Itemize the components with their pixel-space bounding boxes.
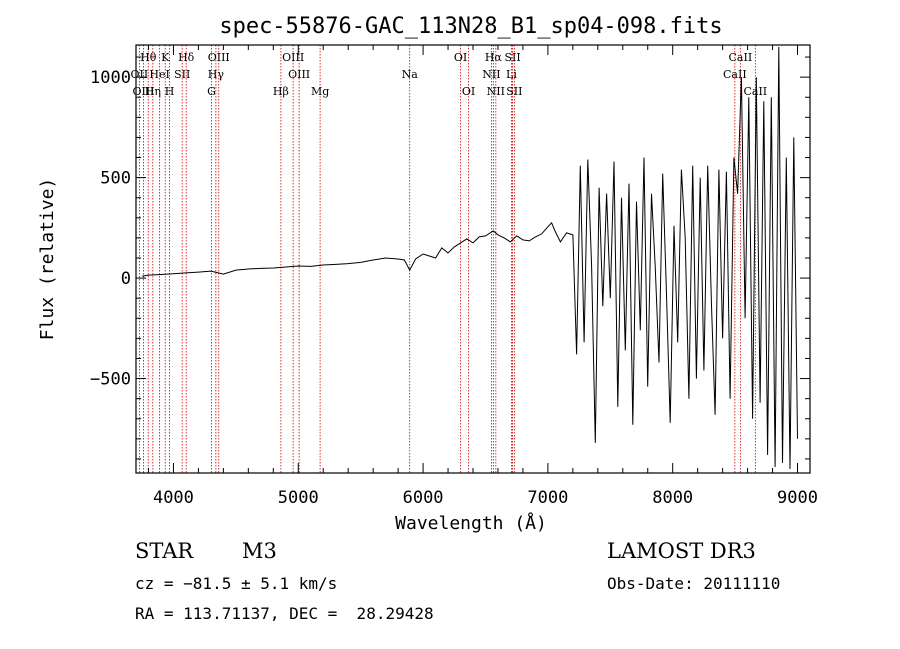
line-marker-label: OIII (282, 51, 304, 64)
x-axis-label: Wavelength (Å) (395, 512, 547, 534)
line-marker-label: NII (482, 68, 500, 81)
y-tick-label: 0 (121, 269, 131, 289)
line-marker-label: Hγ (208, 68, 225, 81)
line-marker-label: CaII (723, 68, 747, 81)
y-axis-label: Flux (relative) (37, 178, 58, 341)
line-marker-label: Li (506, 68, 517, 81)
line-marker-label: CaII (743, 85, 767, 98)
line-marker-label: OII (131, 68, 149, 81)
x-tick-label: 8000 (652, 488, 693, 508)
object-class: STAR (135, 539, 194, 563)
line-marker-label: K (161, 51, 170, 64)
x-tick-label: 4000 (153, 488, 194, 508)
line-marker-label: OIII (132, 85, 154, 98)
line-marker-label: HeI (149, 68, 169, 81)
line-marker-label: H (165, 85, 175, 98)
line-marker-label: OI (454, 51, 467, 64)
line-marker-label: OI (462, 85, 475, 98)
coordinates: RA = 113.71137, DEC = 28.29428 (135, 604, 434, 623)
spectrum-line (142, 46, 798, 470)
line-marker-label: Na (402, 68, 419, 81)
x-tick-label: 5000 (278, 488, 319, 508)
line-marker-label: OIII (208, 51, 230, 64)
y-axis: 1000 500 0 −500 (90, 56, 810, 460)
chart-title: spec-55876-GAC_113N28_B1_sp04-098.fits (219, 14, 722, 39)
plot-frame (135, 44, 811, 474)
x-tick-label: 9000 (777, 488, 818, 508)
line-marker-label: Hα (485, 51, 503, 64)
line-marker-label: Hβ (273, 85, 289, 98)
object-subclass: M3 (242, 539, 277, 563)
observation-date: Obs-Date: 20111110 (607, 574, 781, 593)
x-axis: 4000 5000 6000 7000 8000 9000 (147, 45, 818, 508)
line-marker-label: SII (506, 85, 522, 98)
line-marker-label: OIII (288, 68, 310, 81)
line-marker-label: SII (504, 51, 520, 64)
y-tick-label: 500 (100, 169, 131, 189)
line-marker-label: Hη (145, 85, 161, 98)
line-marker-label: SII (174, 68, 190, 81)
line-marker-label: G (207, 85, 216, 98)
y-tick-label: 1000 (90, 68, 131, 88)
line-marker-label: CaII (729, 51, 753, 64)
line-marker-label: NII (487, 85, 505, 98)
x-tick-label: 6000 (403, 488, 444, 508)
y-tick-label: −500 (90, 370, 131, 390)
line-marker-label: Hδ (178, 51, 195, 64)
line-marker-label: Mg (311, 85, 329, 98)
line-marker-label: Hθ (140, 51, 157, 64)
x-tick-label: 7000 (527, 488, 568, 508)
line-markers (138, 45, 756, 473)
survey-name: LAMOST DR3 (607, 539, 756, 563)
redshift-velocity: cz = −81.5 ± 5.1 km/s (135, 574, 338, 593)
